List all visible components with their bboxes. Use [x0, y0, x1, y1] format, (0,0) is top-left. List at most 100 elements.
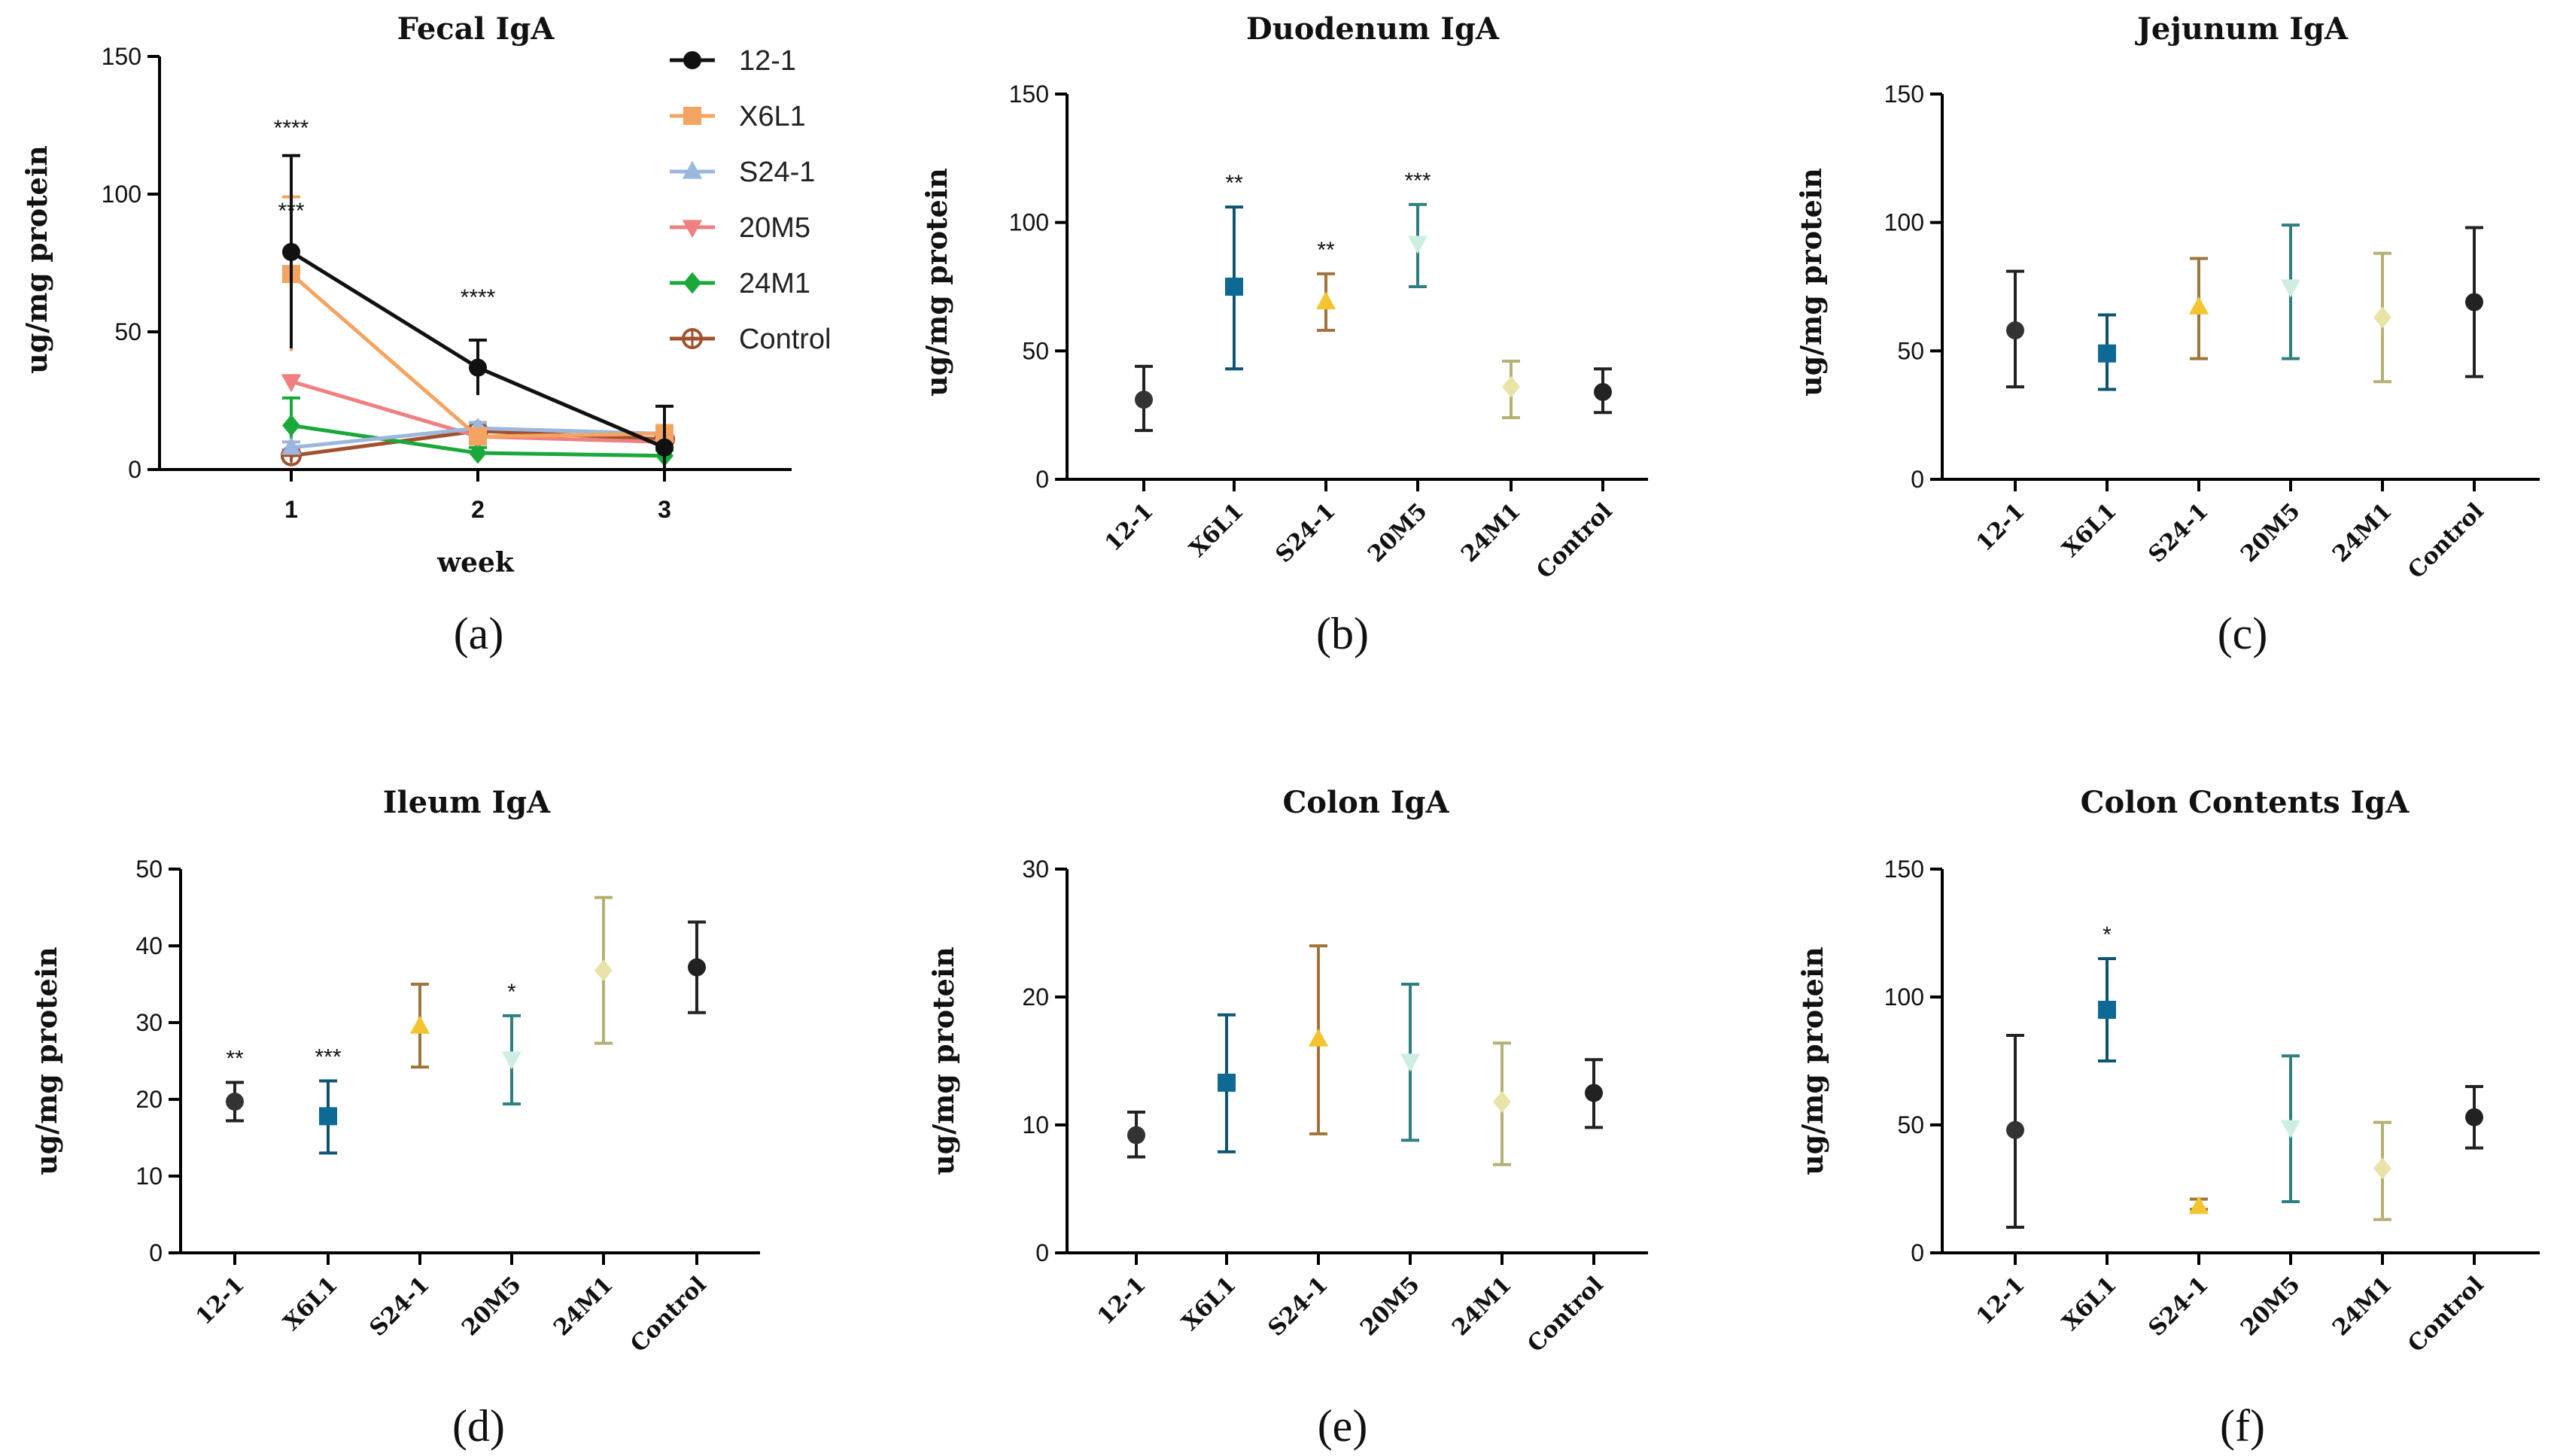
data-group-Control [2465, 226, 2483, 378]
significance-stars: * [2103, 923, 2112, 947]
legend-marker [683, 107, 701, 125]
y-tick-label: 30 [135, 1009, 163, 1036]
y-tick-label: 150 [1884, 856, 1924, 883]
data-point [594, 959, 613, 982]
data-group-24M1 [2373, 251, 2391, 384]
x-tick-label: Control [2403, 498, 2489, 584]
y-tick-label: 40 [135, 932, 163, 959]
x-tick-label: 12-1 [191, 1272, 250, 1330]
chart-title: Ileum IgA [383, 785, 551, 820]
x-tick-label: 20M5 [457, 1272, 527, 1342]
x-tick-label: 12-1 [1093, 1272, 1151, 1330]
y-axis-label: ug/mg protein [926, 947, 960, 1175]
series-12-1 [282, 154, 673, 470]
chart-title: Duodenum IgA [1246, 11, 1500, 47]
data-point [409, 1015, 430, 1034]
x-tick-label: X6L1 [1184, 498, 1249, 563]
x-tick-label: 20M5 [2236, 498, 2306, 568]
data-group-S24-1 [409, 983, 430, 1069]
data-point [281, 436, 302, 455]
data-group-Control [688, 920, 706, 1014]
legend-label: 24M1 [739, 268, 810, 299]
x-tick-label: X6L1 [2057, 1272, 2122, 1336]
chart-title: Jejunum IgA [2135, 11, 2349, 47]
y-axis-label: ug/mg protein [1795, 947, 1829, 1175]
data-point [1502, 375, 1520, 398]
data-group-S24-1 [1308, 944, 1329, 1135]
panel-b: Duodenum IgA 0 50 100 150 ug/mg protein (b) 12-… [920, 11, 1648, 658]
y-axis-label: ug/mg protein [29, 947, 63, 1175]
y-tick-label: 0 [1035, 466, 1049, 493]
data-point [2188, 296, 2209, 315]
legend-item: 20M5 [670, 212, 810, 244]
y-axis-label: ug/mg protein [1794, 168, 1828, 397]
data-point [1585, 1084, 1603, 1102]
x-tick-label: Control [1522, 1272, 1608, 1357]
panel-label: (c) [2218, 609, 2268, 658]
y-tick-label: 100 [1884, 983, 1924, 1011]
data-group-20M5: *** [1404, 169, 1431, 288]
data-group-24M1 [594, 895, 613, 1045]
legend-item: S24-1 [670, 157, 815, 188]
legend-marker [683, 51, 701, 69]
y-tick-label: 10 [1022, 1111, 1049, 1138]
y-tick-label: 150 [102, 43, 141, 70]
chart-title: Colon IgA [1282, 785, 1449, 820]
panel-e: Colon IgA 0 10 20 30 ug/mg protein (e) 12-1 X6L1… [926, 785, 1648, 1451]
legend-label: S24-1 [739, 157, 815, 188]
data-group-12-1: ** [226, 1047, 244, 1123]
x-tick-label: 24M1 [1456, 498, 1526, 568]
data-point [1407, 236, 1428, 254]
legend-item: 12-1 [670, 45, 796, 77]
x-tick-label: 1 [284, 496, 298, 523]
x-tick-label: Control [625, 1272, 711, 1357]
data-group-Control [2465, 1085, 2483, 1150]
y-tick-label: 0 [128, 456, 141, 483]
data-point [1594, 382, 1612, 401]
x-tick-label: S24-1 [1263, 1272, 1333, 1342]
x-tick-label: Control [2403, 1272, 2489, 1357]
y-tick-label: 50 [1022, 337, 1049, 364]
data-point [501, 1051, 522, 1070]
y-axis-label: ug/mg protein [20, 145, 53, 374]
y-tick-label: 0 [1911, 1239, 1924, 1266]
x-tick-label: X6L1 [2057, 498, 2122, 563]
data-group-S24-1: ** [1315, 238, 1336, 333]
data-group-12-1 [2006, 1034, 2024, 1229]
data-point [226, 1093, 244, 1111]
panel-label: (a) [454, 609, 504, 658]
legend-marker [682, 160, 703, 179]
x-tick-label: 20M5 [1363, 498, 1433, 568]
significance-stars: * [507, 980, 516, 1005]
data-group-20M5 [2280, 1054, 2301, 1203]
data-group-X6L1 [1218, 1013, 1236, 1154]
data-group-24M1 [1502, 359, 1520, 420]
x-tick-label: 24M1 [2328, 1272, 2397, 1342]
panel-label: (b) [1316, 609, 1369, 658]
data-group-20M5: * [501, 980, 522, 1106]
significance-stars: ** [226, 1047, 244, 1071]
y-tick-label: 50 [135, 856, 163, 883]
data-group-24M1 [1493, 1041, 1511, 1166]
x-tick-label: S24-1 [1270, 498, 1340, 568]
x-tick-label: 3 [658, 496, 671, 523]
x-tick-label: X6L1 [278, 1272, 343, 1336]
data-point [1127, 1126, 1145, 1144]
data-group-12-1 [1127, 1111, 1145, 1159]
y-tick-label: 100 [1884, 209, 1924, 236]
data-group-20M5 [1400, 983, 1421, 1142]
x-tick-label: 24M1 [1447, 1272, 1517, 1342]
y-tick-label: 50 [114, 318, 141, 345]
data-point [2373, 1157, 2391, 1180]
data-point [2465, 1108, 2483, 1126]
data-group-20M5 [2280, 223, 2301, 360]
y-axis-label: ug/mg protein [920, 168, 953, 397]
legend: 12-1 X6L1 S24-1 20M5 24M1 Control [670, 45, 832, 355]
data-point [2006, 1120, 2024, 1139]
legend-label: 20M5 [739, 212, 810, 244]
legend-item: X6L1 [670, 101, 806, 132]
panel-label: (d) [452, 1401, 505, 1451]
data-point [1315, 291, 1336, 310]
data-point [2188, 1196, 2209, 1214]
